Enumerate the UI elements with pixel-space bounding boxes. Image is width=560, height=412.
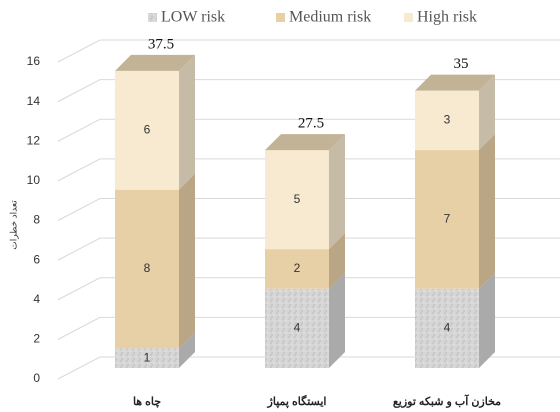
grid-line [57,158,560,182]
bar-segment [415,150,479,289]
legend-swatch [276,13,285,22]
y-tick-label: 6 [33,252,40,266]
legend-swatch [404,13,413,22]
grid-line [57,118,560,142]
grid-line [57,198,560,221]
y-tick-label: 4 [33,292,40,306]
bar-side [479,272,495,368]
y-tick-label: 10 [27,173,41,187]
annotation: 27.5 [298,116,324,132]
grid-line [57,356,560,380]
legend-label: High risk [417,9,477,26]
bar-segment [115,70,179,190]
y-tick-label: 0 [33,371,40,385]
bar-side [329,272,345,368]
bar-top [265,134,345,151]
grid-line [57,39,560,63]
bar-segment [415,90,479,151]
legend-label: LOW risk [161,9,225,26]
bar-top [415,74,495,91]
bar-side [179,173,195,349]
grid-line [57,237,560,261]
y-tick-label: 8 [33,213,40,227]
bar-side [329,134,345,250]
bar-segment [265,288,329,368]
bar-segment [415,288,479,368]
bar-side [179,54,195,190]
bar-segment [265,249,329,289]
data-label: 2 [294,261,301,275]
data-label: 1 [144,350,151,364]
bar-side [329,233,345,289]
y-axis-label: تعداد خطرات [8,200,19,250]
bar-side [479,134,495,289]
y-tick-label: 14 [27,94,41,108]
y-tick-label: 16 [27,54,41,68]
bar-segment [115,348,179,368]
grid-line [57,277,560,301]
y-tick-label: 12 [27,133,41,147]
legend-swatch [148,13,157,22]
bar-side [179,332,195,368]
data-label: 4 [294,321,301,335]
annotation: 37.5 [148,36,174,52]
data-label: 8 [144,261,151,275]
data-label: 7 [444,212,451,226]
bar-segment [115,189,179,349]
x-tick-label: ایستگاه پمپاژ [267,394,327,408]
bar-segment [265,150,329,250]
x-tick-label: مخازن آب و شبکه توزیع [393,394,501,408]
data-label: 6 [144,122,151,136]
bar-top [115,54,195,71]
data-label: 5 [294,192,301,206]
x-tick-label: چاه ها [133,396,161,408]
data-label: 4 [444,321,451,335]
bar-side [479,74,495,151]
legend-label: Medium risk [289,9,371,26]
annotation: 35 [454,56,469,72]
y-tick-label: 2 [33,332,40,346]
data-label: 3 [444,113,451,127]
grid-line [57,316,560,340]
grid-line [57,79,560,103]
